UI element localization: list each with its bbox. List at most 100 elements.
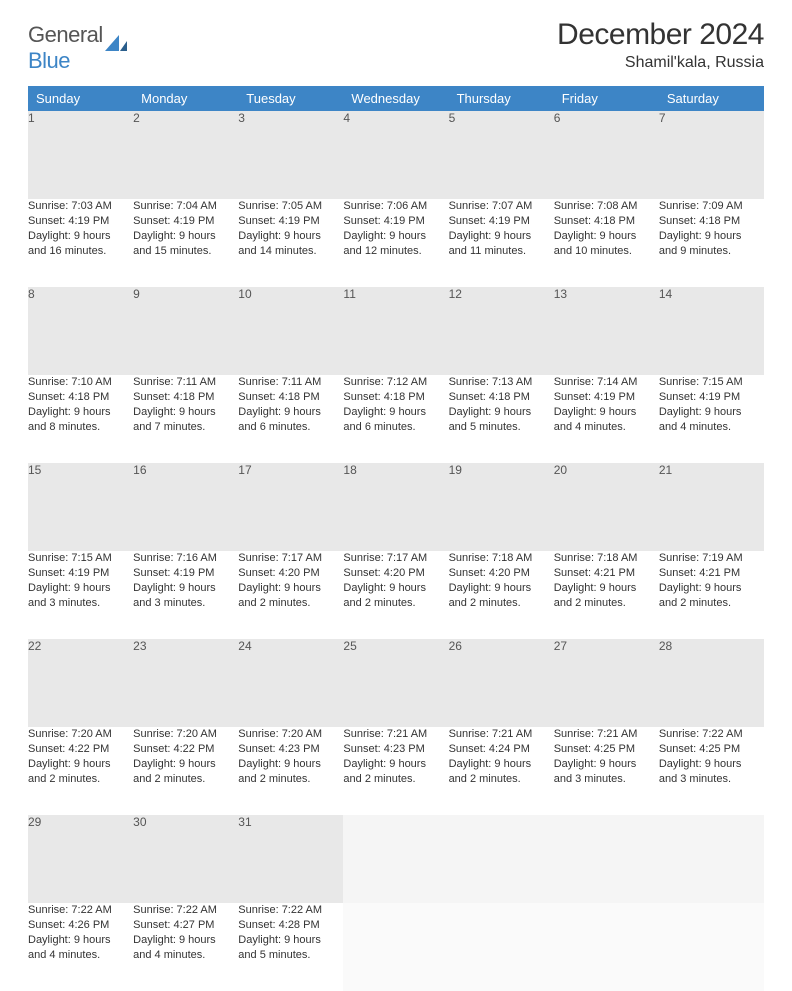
sunrise-text: Sunrise: 7:14 AM [554,375,659,390]
logo-text: General Blue [28,22,103,74]
sunrise-text: Sunrise: 7:12 AM [343,375,448,390]
sunset-text: Sunset: 4:19 PM [28,566,133,581]
daylight1-text: Daylight: 9 hours [343,405,448,420]
daylight1-text: Daylight: 9 hours [28,757,133,772]
day-number-cell: 18 [343,463,448,551]
day-number-cell: 20 [554,463,659,551]
day-number-cell: 15 [28,463,133,551]
month-title: December 2024 [557,18,764,52]
sunrise-text: Sunrise: 7:13 AM [449,375,554,390]
daylight1-text: Daylight: 9 hours [343,581,448,596]
sunset-text: Sunset: 4:18 PM [449,390,554,405]
sunset-text: Sunset: 4:19 PM [238,214,343,229]
day-header: Friday [554,86,659,111]
daylight2-text: and 15 minutes. [133,244,238,259]
sunrise-text: Sunrise: 7:22 AM [28,903,133,918]
sunset-text: Sunset: 4:27 PM [133,918,238,933]
day-content-cell: Sunrise: 7:15 AMSunset: 4:19 PMDaylight:… [28,551,133,639]
sunrise-text: Sunrise: 7:22 AM [238,903,343,918]
day-number-cell [343,815,448,903]
daylight1-text: Daylight: 9 hours [133,405,238,420]
daylight1-text: Daylight: 9 hours [659,757,764,772]
daylight1-text: Daylight: 9 hours [449,581,554,596]
day-content-cell [554,903,659,991]
sunrise-text: Sunrise: 7:05 AM [238,199,343,214]
sunset-text: Sunset: 4:22 PM [133,742,238,757]
sunset-text: Sunset: 4:18 PM [238,390,343,405]
daylight2-text: and 8 minutes. [28,420,133,435]
daylight1-text: Daylight: 9 hours [659,581,764,596]
daylight2-text: and 3 minutes. [133,596,238,611]
day-content-cell: Sunrise: 7:22 AMSunset: 4:25 PMDaylight:… [659,727,764,815]
day-number-cell: 26 [449,639,554,727]
daylight2-text: and 14 minutes. [238,244,343,259]
day-content-cell: Sunrise: 7:08 AMSunset: 4:18 PMDaylight:… [554,199,659,287]
day-number-cell: 10 [238,287,343,375]
daylight2-text: and 2 minutes. [238,596,343,611]
logo: General Blue [28,22,127,74]
day-content-row: Sunrise: 7:10 AMSunset: 4:18 PMDaylight:… [28,375,764,463]
sunset-text: Sunset: 4:20 PM [449,566,554,581]
day-content-cell [449,903,554,991]
day-content-cell: Sunrise: 7:09 AMSunset: 4:18 PMDaylight:… [659,199,764,287]
daylight1-text: Daylight: 9 hours [659,229,764,244]
day-content-cell: Sunrise: 7:14 AMSunset: 4:19 PMDaylight:… [554,375,659,463]
sunset-text: Sunset: 4:25 PM [554,742,659,757]
sunset-text: Sunset: 4:18 PM [28,390,133,405]
day-number-cell: 25 [343,639,448,727]
sunrise-text: Sunrise: 7:11 AM [238,375,343,390]
day-content-cell: Sunrise: 7:18 AMSunset: 4:21 PMDaylight:… [554,551,659,639]
sunset-text: Sunset: 4:26 PM [28,918,133,933]
sunrise-text: Sunrise: 7:17 AM [343,551,448,566]
day-content-cell: Sunrise: 7:18 AMSunset: 4:20 PMDaylight:… [449,551,554,639]
day-content-cell: Sunrise: 7:05 AMSunset: 4:19 PMDaylight:… [238,199,343,287]
sunset-text: Sunset: 4:19 PM [449,214,554,229]
sunset-text: Sunset: 4:20 PM [238,566,343,581]
daylight1-text: Daylight: 9 hours [28,581,133,596]
daylight2-text: and 16 minutes. [28,244,133,259]
daylight1-text: Daylight: 9 hours [449,757,554,772]
sunrise-text: Sunrise: 7:07 AM [449,199,554,214]
logo-sail-icon [105,35,127,51]
daylight2-text: and 5 minutes. [238,948,343,963]
sunrise-text: Sunrise: 7:18 AM [554,551,659,566]
sunset-text: Sunset: 4:20 PM [343,566,448,581]
day-header: Thursday [449,86,554,111]
sunrise-text: Sunrise: 7:04 AM [133,199,238,214]
day-content-cell: Sunrise: 7:04 AMSunset: 4:19 PMDaylight:… [133,199,238,287]
day-number-cell: 6 [554,111,659,199]
day-number-cell: 14 [659,287,764,375]
daylight2-text: and 4 minutes. [659,420,764,435]
daylight2-text: and 4 minutes. [28,948,133,963]
sunrise-text: Sunrise: 7:19 AM [659,551,764,566]
day-number-cell: 16 [133,463,238,551]
day-number-row: 1234567 [28,111,764,199]
logo-text-general: General [28,22,103,47]
day-number-row: 22232425262728 [28,639,764,727]
sunset-text: Sunset: 4:18 PM [343,390,448,405]
day-number-cell: 30 [133,815,238,903]
sunset-text: Sunset: 4:25 PM [659,742,764,757]
day-number-cell: 12 [449,287,554,375]
day-content-row: Sunrise: 7:15 AMSunset: 4:19 PMDaylight:… [28,551,764,639]
sunrise-text: Sunrise: 7:21 AM [449,727,554,742]
day-content-cell: Sunrise: 7:17 AMSunset: 4:20 PMDaylight:… [238,551,343,639]
day-number-cell: 27 [554,639,659,727]
daylight1-text: Daylight: 9 hours [238,229,343,244]
day-content-row: Sunrise: 7:22 AMSunset: 4:26 PMDaylight:… [28,903,764,991]
daylight1-text: Daylight: 9 hours [659,405,764,420]
daylight2-text: and 10 minutes. [554,244,659,259]
sunset-text: Sunset: 4:19 PM [133,214,238,229]
daylight1-text: Daylight: 9 hours [238,405,343,420]
day-number-cell: 13 [554,287,659,375]
daylight2-text: and 5 minutes. [449,420,554,435]
day-content-cell: Sunrise: 7:20 AMSunset: 4:23 PMDaylight:… [238,727,343,815]
daylight2-text: and 2 minutes. [554,596,659,611]
daylight2-text: and 2 minutes. [343,772,448,787]
daylight1-text: Daylight: 9 hours [133,757,238,772]
day-content-cell: Sunrise: 7:20 AMSunset: 4:22 PMDaylight:… [133,727,238,815]
day-number-cell: 24 [238,639,343,727]
daylight1-text: Daylight: 9 hours [554,229,659,244]
day-content-cell: Sunrise: 7:15 AMSunset: 4:19 PMDaylight:… [659,375,764,463]
daylight1-text: Daylight: 9 hours [238,933,343,948]
